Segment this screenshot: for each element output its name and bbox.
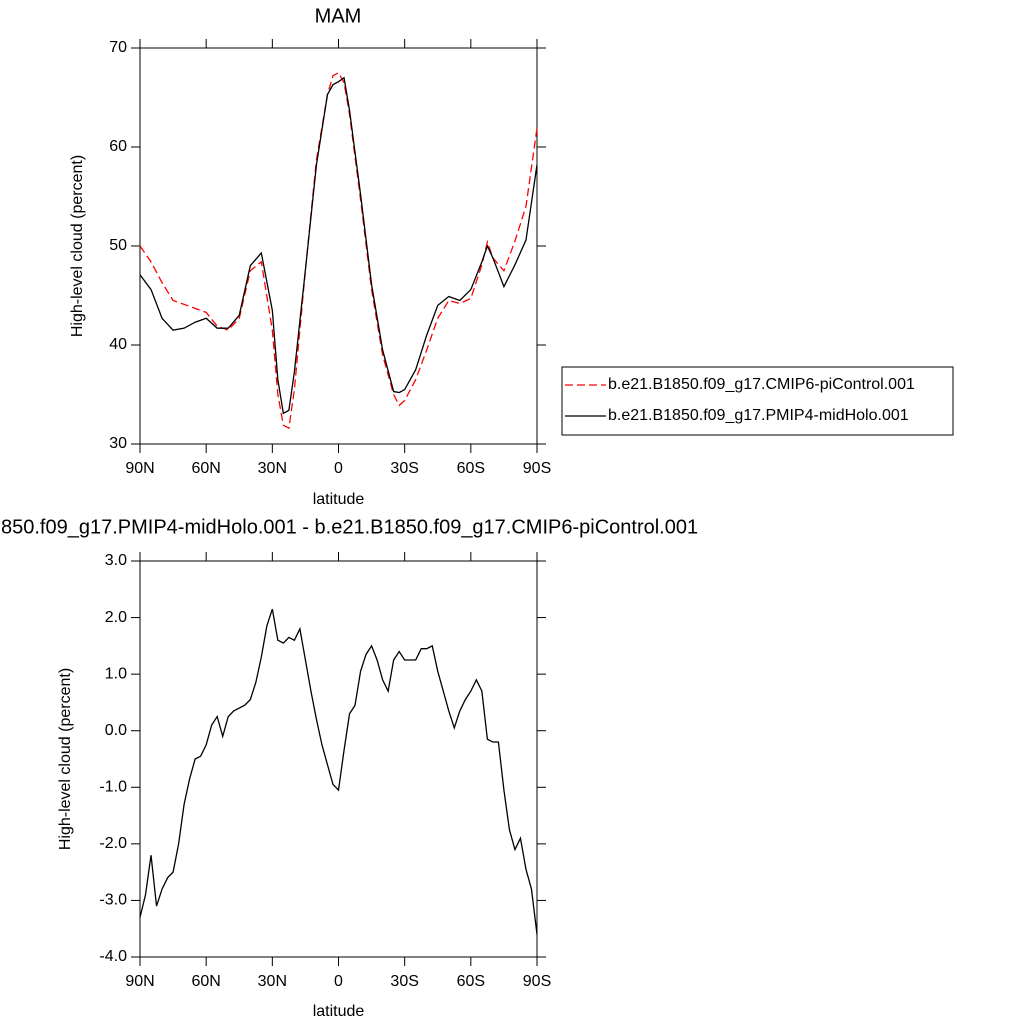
x-axis-label: latitude <box>313 1003 365 1020</box>
y-tick-label: -4.0 <box>99 948 127 965</box>
y-tick-label: 70 <box>109 39 127 56</box>
y-tick-label: 3.0 <box>105 552 127 569</box>
data-line <box>139 71 538 430</box>
y-tick-label: -3.0 <box>99 892 127 909</box>
x-tick-label: 30S <box>390 460 418 477</box>
chart-title: MAM <box>315 5 362 27</box>
y-axis-label: High-level cloud (percent) <box>69 155 86 337</box>
x-tick-label: 90N <box>125 460 154 477</box>
y-tick-label: 0.0 <box>105 722 127 739</box>
x-tick-label: 0 <box>334 973 343 990</box>
x-tick-label: 0 <box>334 460 343 477</box>
x-tick-label: 90N <box>125 973 154 990</box>
y-axis-label: High-level cloud (percent) <box>57 668 74 850</box>
chart-title: 850.f09_g17.PMIP4-midHolo.001 - b.e21.B1… <box>1 516 698 538</box>
legend-label: b.e21.B1850.f09_g17.PMIP4-midHolo.001 <box>608 407 909 424</box>
data-line <box>139 76 538 415</box>
legend-label: b.e21.B1850.f09_g17.CMIP6-piControl.001 <box>608 376 915 393</box>
legend-box <box>561 366 954 436</box>
y-tick-label: 30 <box>109 435 127 452</box>
y-tick-label: 50 <box>109 237 127 254</box>
x-tick-label: 90S <box>523 973 551 990</box>
y-tick-label: 2.0 <box>105 609 127 626</box>
y-tick-label: 60 <box>109 138 127 155</box>
y-tick-label: 40 <box>109 336 127 353</box>
x-tick-label: 30S <box>390 973 418 990</box>
data-line <box>139 608 538 935</box>
y-tick-label: -1.0 <box>99 779 127 796</box>
x-tick-label: 60S <box>457 460 485 477</box>
x-tick-label: 30N <box>258 973 287 990</box>
plot-frame <box>139 560 538 958</box>
x-tick-label: 60N <box>191 460 220 477</box>
x-tick-label: 90S <box>523 460 551 477</box>
plot-frame <box>139 47 538 445</box>
y-tick-label: 1.0 <box>105 665 127 682</box>
x-tick-label: 30N <box>258 460 287 477</box>
x-tick-label: 60N <box>191 973 220 990</box>
y-tick-label: -2.0 <box>99 835 127 852</box>
x-tick-label: 60S <box>457 973 485 990</box>
x-axis-label: latitude <box>313 491 365 508</box>
